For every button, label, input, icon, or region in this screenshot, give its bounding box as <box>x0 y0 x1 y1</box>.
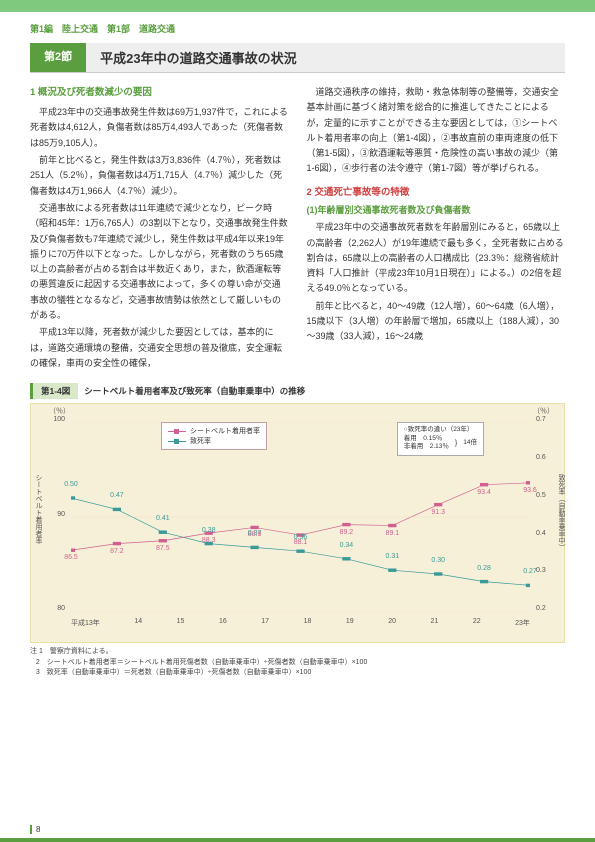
data-point-label: 0.28 <box>477 565 491 572</box>
data-point-label: 87.2 <box>110 548 124 555</box>
data-point-label: 0.34 <box>340 542 354 549</box>
paragraph: 前年と比べると，発生件数は3万3,836件（4.7％），死者数は251人（5.2… <box>30 153 289 199</box>
figure-title: シートベルト着用者率及び致死率（自動車乗車中）の推移 <box>84 385 305 397</box>
x-tick: 平成13年 <box>71 618 100 628</box>
data-point-label: 0.50 <box>64 481 78 488</box>
tick: 0.4 <box>536 530 556 537</box>
chart-legend: シートベルト着用者率 致死率 <box>161 422 267 450</box>
info-box: ○致死率の違い（23年） 着用 0.15％ 非着用 2.13％ } 14倍 <box>397 422 484 455</box>
data-point-label: 0.31 <box>385 553 399 560</box>
bottom-accent-bar <box>0 838 595 842</box>
y-left-title: シートベルト着用者率 <box>33 474 43 544</box>
data-point-label: 0.41 <box>156 515 170 522</box>
data-point-label: 0.27 <box>523 568 537 575</box>
note: 3 致死率（自動車乗車中）＝死者数（自動車乗車中）÷死傷者数（自動車乗車中）×1… <box>36 669 312 676</box>
data-point-label: 0.36 <box>294 534 308 541</box>
right-column: 道路交通秩序の維持，救助・救急体制等の整備等，交通安全基本計画に基づく諸対策を総… <box>307 85 566 373</box>
x-tick: 22 <box>473 618 481 628</box>
tick: 100 <box>47 416 65 423</box>
data-point-label: 0.38 <box>202 527 216 534</box>
x-tick: 21 <box>431 618 439 628</box>
y-left-unit: （％） <box>49 406 70 416</box>
tick: 0.5 <box>536 492 556 499</box>
y-axis-right: 0.7 0.6 0.5 0.4 0.3 0.2 <box>536 416 556 612</box>
y-right-title: 致死率（自動車乗車中） <box>556 474 566 551</box>
x-tick: 23年 <box>515 618 530 628</box>
chart-area: （％） （％） シートベルト着用者率 致死率（自動車乗車中） 100 90 80… <box>30 403 565 643</box>
paragraph: 前年と比べると，40～49歳（12人増），60～64歳（6人増），15歳以下（3… <box>307 299 566 345</box>
page-number: 8 <box>30 825 40 834</box>
body-columns: 1 概況及び死者数減少の要因 平成23年中の交通事故発生件数は69万1,937件… <box>0 85 595 373</box>
tick: 90 <box>47 511 65 518</box>
x-tick: 19 <box>346 618 354 628</box>
tick: 80 <box>47 605 65 612</box>
info-line: 着用 0.15％ <box>404 435 449 443</box>
data-point-label: 88.3 <box>202 537 216 544</box>
section-title: 平成23年中の道路交通事故の状況 <box>86 43 565 72</box>
subheading-2: 2 交通死亡事故等の特徴 <box>307 185 566 201</box>
section-number-label: 第2節 <box>30 43 86 72</box>
note: 1 警察庁資料による。 <box>39 648 113 655</box>
paragraph: 道路交通秩序の維持，救助・救急体制等の整備等，交通安全基本計画に基づく諸対策を総… <box>307 85 566 177</box>
legend-label: 致死率 <box>190 436 211 446</box>
left-column: 1 概況及び死者数減少の要因 平成23年中の交通事故発生件数は69万1,937件… <box>30 85 289 373</box>
y-right-unit: （％） <box>533 406 554 416</box>
paragraph: 交通事故による死者数は11年連続で減少となり，ピーク時（昭和45年：1万6,76… <box>30 201 289 323</box>
figure-number: 第1-4図 <box>30 383 78 399</box>
legend-item-teal: 致死率 <box>168 436 260 446</box>
data-point-label: 89.2 <box>340 529 354 536</box>
chart-footnotes: 注 1 警察庁資料による。 2 シートベルト着用者率＝シートベルト着用死傷者数（… <box>30 647 565 679</box>
legend-item-pink: シートベルト着用者率 <box>168 426 260 436</box>
breadcrumb: 第1編 陸上交通 第1部 道路交通 <box>0 12 595 43</box>
paragraph: 平成23年中の交通事故発生件数は69万1,937件で，これによる死者数は4,61… <box>30 105 289 151</box>
data-point-label: 87.5 <box>156 545 170 552</box>
x-tick: 16 <box>219 618 227 628</box>
top-accent-bar <box>0 0 595 12</box>
subheading-2-1: (1)年齢層別交通事故死者数及び負傷者数 <box>307 203 566 218</box>
data-point-label: 86.5 <box>64 554 78 561</box>
data-point-label: 89.1 <box>385 530 399 537</box>
paragraph: 平成13年以降，死者数が減少した要因としては，基本的には，道路交通環境の整備，交… <box>30 325 289 371</box>
paragraph: 平成23年中の交通事故死者数を年齢層別にみると，65歳以上の高齢者（2,262人… <box>307 220 566 296</box>
data-point-label: 91.3 <box>431 509 445 516</box>
chart-block: 第1-4図 シートベルト着用者率及び致死率（自動車乗車中）の推移 （％） （％）… <box>30 383 565 643</box>
note-prefix: 注 <box>30 648 37 655</box>
data-point-label: 93.4 <box>477 489 491 496</box>
x-tick: 17 <box>261 618 269 628</box>
data-point-label: 0.30 <box>431 557 445 564</box>
legend-label: シートベルト着用者率 <box>190 426 260 436</box>
section-header: 第2節 平成23年中の道路交通事故の状況 <box>30 43 565 73</box>
tick: 0.6 <box>536 454 556 461</box>
data-point-label: 0.37 <box>248 530 262 537</box>
x-tick: 15 <box>177 618 185 628</box>
info-ratio: 14倍 <box>463 439 477 447</box>
x-tick: 20 <box>388 618 396 628</box>
data-point-label: 0.47 <box>110 492 124 499</box>
tick: 0.7 <box>536 416 556 423</box>
data-point-label: 93.6 <box>523 487 537 494</box>
info-line: 非着用 2.13％ <box>404 443 449 451</box>
chart-caption: 第1-4図 シートベルト着用者率及び致死率（自動車乗車中）の推移 <box>30 383 565 399</box>
y-axis-left: 100 90 80 <box>47 416 65 612</box>
x-axis: 平成13年 14 15 16 17 18 19 20 21 22 23年 <box>71 618 530 628</box>
subheading-1: 1 概況及び死者数減少の要因 <box>30 85 289 101</box>
tick: 0.3 <box>536 567 556 574</box>
x-tick: 14 <box>134 618 142 628</box>
note: 2 シートベルト着用者率＝シートベルト着用死傷者数（自動車乗車中）÷死傷者数（自… <box>36 659 368 666</box>
tick: 0.2 <box>536 605 556 612</box>
x-tick: 18 <box>304 618 312 628</box>
info-line: ○致死率の違い（23年） <box>404 426 477 434</box>
